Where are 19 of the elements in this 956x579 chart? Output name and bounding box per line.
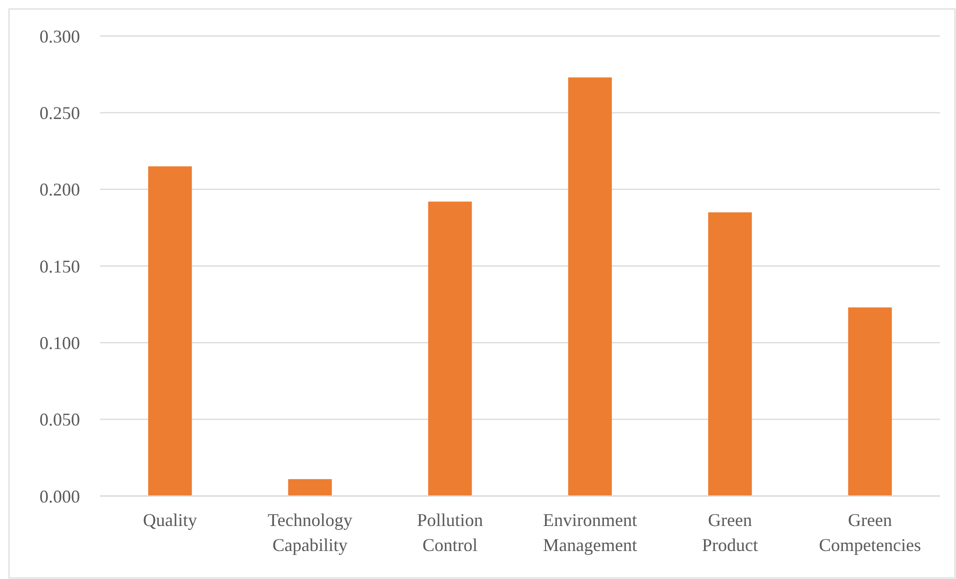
y-tick-label: 0.050 — [40, 410, 80, 430]
y-tick-label: 0.250 — [40, 102, 80, 123]
bar — [148, 166, 192, 496]
x-tick-label: Green Product — [702, 510, 758, 555]
y-tick-label: 0.100 — [40, 332, 80, 353]
bar — [848, 307, 892, 496]
bar — [568, 77, 612, 496]
bar — [428, 202, 472, 496]
x-tick-label: Technology Capability — [268, 510, 352, 555]
y-tick-label: 0.300 — [40, 26, 80, 46]
bar — [288, 479, 332, 496]
x-tick-label: Pollution Control — [416, 510, 484, 555]
bar — [708, 212, 752, 496]
x-tick-label: Quality — [143, 510, 197, 530]
x-tick-label: Green Competencies — [819, 510, 921, 555]
x-tick-label: Environment Management — [543, 510, 637, 555]
y-tick-label: 0.000 — [40, 486, 80, 506]
y-tick-label: 0.200 — [40, 180, 80, 200]
y-tick-label: 0.150 — [40, 256, 80, 276]
